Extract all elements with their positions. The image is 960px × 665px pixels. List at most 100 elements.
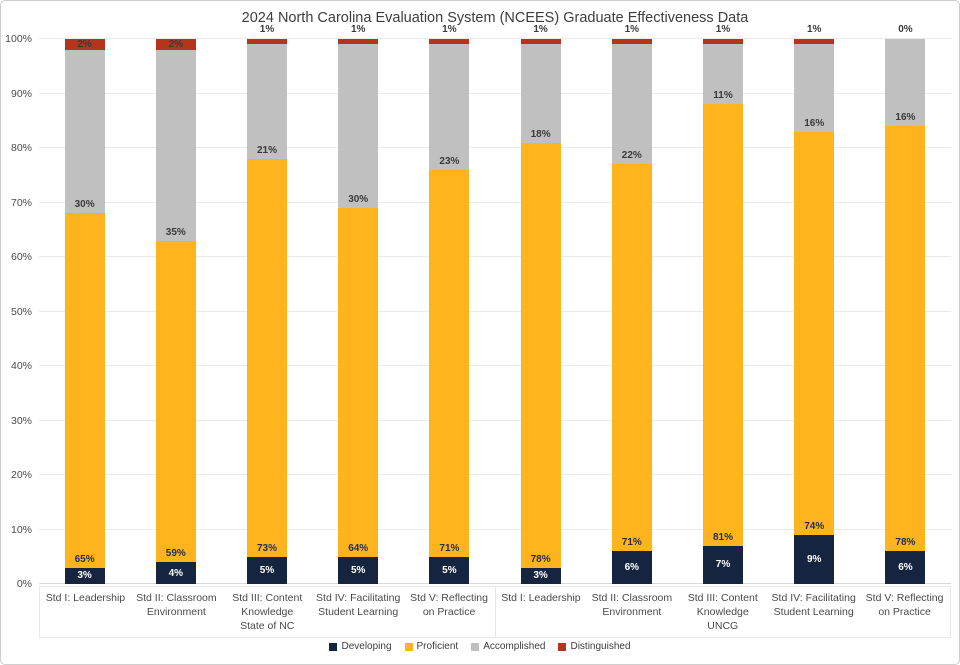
bar-segment-proficient <box>429 169 470 557</box>
bar-segment-accomplished <box>520 44 561 143</box>
bar-label-accomplished: 18% <box>530 128 551 140</box>
bar-segment-developing: 6% <box>885 551 926 584</box>
bar-segment-developing: 3% <box>520 567 561 584</box>
bar-label-proficient: 73% <box>256 542 277 554</box>
category-label: Std I: Leadership <box>501 592 581 604</box>
category-label: Std II: Classroom Environment <box>136 592 217 618</box>
bar-slot: 5% 73% 21% 1% <box>221 24 312 584</box>
bar-segment-proficient <box>794 131 835 535</box>
bar-slot: 6% 71% 22% 1% <box>586 24 677 584</box>
bar-segment-proficient <box>611 164 652 552</box>
bar-label-proficient: 78% <box>895 537 916 549</box>
gridline <box>39 419 951 421</box>
y-tick-label: 50% <box>10 305 32 318</box>
axis-group-state-of-nc: Std I: Leadership Std II: Classroom Envir… <box>40 587 495 637</box>
bar-label-developing: 6% <box>898 562 913 574</box>
category-label: Std V: Reflecting on Practice <box>865 592 944 618</box>
bar-slot: 3% 78% 18% 1% <box>495 24 586 584</box>
bar-segment-accomplished <box>247 44 287 159</box>
bar-slot: 3% 65% 30% 2% <box>39 39 130 584</box>
gridline <box>39 474 951 475</box>
bars-layer: 3% 65% 30% 2% 4% 59% 35% 2% 5% 73% 21% 1% 5% 64% 30% 1%… <box>39 24 951 584</box>
gridline <box>39 528 951 530</box>
bar-segment-accomplished <box>155 49 196 241</box>
group-label: State of NC <box>240 620 295 632</box>
bar-label-developing: 5% <box>442 564 457 576</box>
bar-label-accomplished: 11% <box>713 90 733 102</box>
gridline <box>39 583 951 584</box>
bar-segment-developing: 4% <box>155 562 196 584</box>
bar-slot: 5% 64% 30% 1% <box>313 24 404 584</box>
bar-slot: 6% 78% 16% 0% <box>860 24 951 584</box>
y-tick-label: 90% <box>10 87 32 100</box>
bar-label-accomplished: 22% <box>621 150 642 162</box>
bar-segment-distinguished <box>155 39 196 50</box>
bar-segment-developing: 5% <box>429 556 470 584</box>
stacked-bar: 3% 65% 30% 2% <box>64 39 105 584</box>
bar-label-developing: 7% <box>715 559 731 571</box>
bar-label-proficient: 71% <box>439 542 460 554</box>
bar-label-accomplished: 16% <box>804 117 825 129</box>
bar-label-distinguished: 1% <box>624 24 640 35</box>
bar-segment-accomplished <box>703 44 744 105</box>
category-label: Std IV: Facilitating Student Learning <box>771 592 856 618</box>
bar-segment-developing: 5% <box>247 556 287 584</box>
gridline <box>39 92 951 94</box>
legend-swatch-proficient <box>404 642 413 651</box>
bar-label-distinguished: 1% <box>806 24 822 35</box>
bar-segment-distinguished <box>520 39 561 45</box>
category-label: Std III: Content Knowledge <box>687 592 758 618</box>
bar-label-developing: 3% <box>533 570 548 582</box>
stacked-bar: 6% 78% 16% 0% <box>885 24 926 584</box>
stacked-bar: 5% 71% 23% 1% <box>429 24 470 584</box>
bar-label-proficient: 78% <box>530 553 551 565</box>
stacked-bar: 3% 78% 18% 1% <box>520 24 561 584</box>
category-label: Std I: Leadership <box>45 592 126 604</box>
bar-segment-distinguished <box>703 39 744 45</box>
bar-segment-developing: 9% <box>794 534 835 584</box>
category-axis: Std I: Leadership Std II: Classroom Envir… <box>39 586 951 638</box>
bar-label-distinguished: 1% <box>259 24 275 35</box>
bar-label-developing: 4% <box>168 567 184 579</box>
bar-label-accomplished: 35% <box>165 226 186 238</box>
bar-segment-accomplished <box>611 44 652 165</box>
category-label: Std II: Classroom Environment <box>591 592 673 618</box>
bar-label-accomplished: 16% <box>895 112 916 124</box>
legend-label: Accomplished <box>483 641 546 652</box>
y-tick-label: 10% <box>10 523 32 536</box>
bar-label-developing: 3% <box>77 570 92 582</box>
bar-segment-proficient <box>64 213 105 568</box>
legend-swatch-distinguished <box>558 642 567 651</box>
y-tick-label: 30% <box>10 414 32 427</box>
bar-label-distinguished: 1% <box>350 24 366 35</box>
bar-segment-accomplished <box>885 39 926 127</box>
bar-segment-developing: 5% <box>338 556 379 584</box>
bar-label-distinguished: 2% <box>168 39 184 50</box>
category-label: Std III: Content Knowledge <box>232 592 303 618</box>
bar-label-distinguished: 0% <box>898 24 913 35</box>
y-tick-label: 0% <box>16 578 32 590</box>
bar-label-distinguished: 2% <box>77 39 92 50</box>
gridline <box>39 256 951 257</box>
bar-label-accomplished: 21% <box>256 144 277 156</box>
stacked-bar: 5% 73% 21% 1% <box>247 24 287 584</box>
legend-item-distinguished: Distinguished <box>558 641 631 652</box>
bar-label-proficient: 59% <box>165 548 186 560</box>
axis-group-uncg: Std I: Leadership Std II: Classroom Envir… <box>494 587 951 637</box>
legend: Developing Proficient Accomplished Distingu… <box>1 641 959 652</box>
y-tick-label: 40% <box>10 360 32 372</box>
bar-segment-proficient <box>520 142 561 568</box>
bar-segment-accomplished <box>794 44 835 132</box>
bar-label-distinguished: 1% <box>442 24 457 35</box>
group-label: UNCG <box>707 620 739 632</box>
bar-segment-distinguished <box>429 39 470 45</box>
bar-slot: 4% 59% 35% 2% <box>130 39 221 584</box>
bar-label-developing: 6% <box>624 562 640 574</box>
chart-title: 2024 North Carolina Evaluation System (N… <box>241 10 749 26</box>
bar-label-accomplished: 23% <box>439 155 460 167</box>
legend-item-developing: Developing <box>329 641 392 652</box>
bar-slot: 9% 74% 16% 1% <box>769 24 860 584</box>
bar-segment-proficient <box>247 158 287 557</box>
legend-swatch-accomplished <box>471 642 480 651</box>
